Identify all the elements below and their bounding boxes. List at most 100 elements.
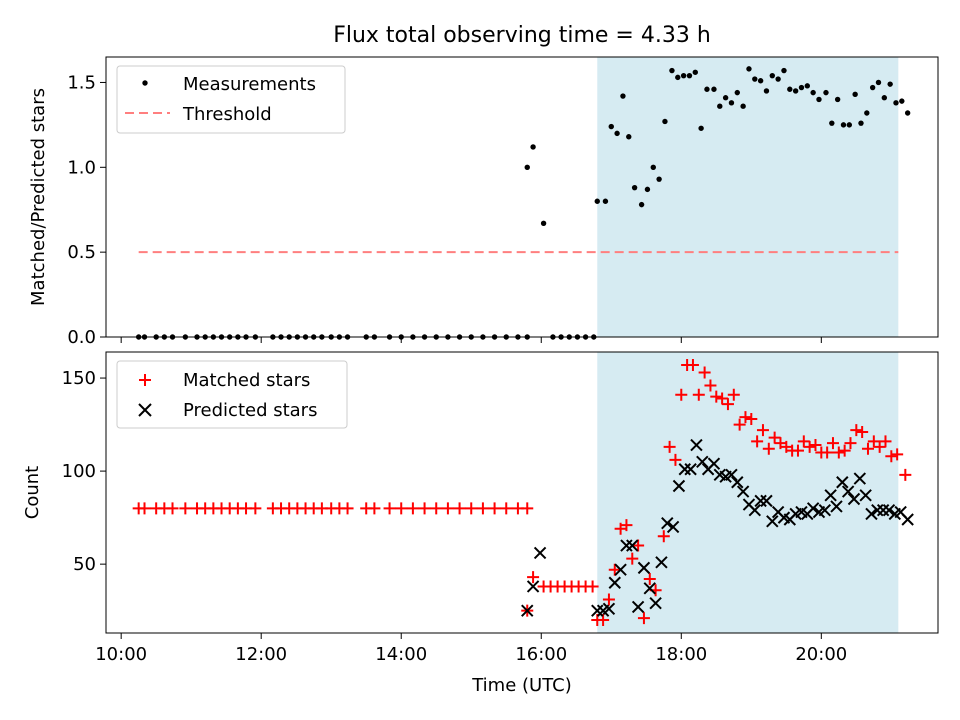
- matched-star-point: [602, 593, 615, 606]
- measurement-point: [840, 122, 847, 128]
- predicted-star-point: [818, 503, 832, 517]
- predicted-star-point: [631, 600, 645, 614]
- measurement-point: [662, 118, 668, 125]
- measurement-point: [781, 67, 787, 74]
- measurement-point: [722, 95, 729, 101]
- measurement-point: [602, 198, 609, 204]
- measurement-point: [680, 72, 687, 79]
- predicted-star-point: [614, 563, 627, 576]
- measurement-point: [675, 74, 681, 81]
- legend-measurements-label: Measurements: [183, 74, 316, 95]
- bottom-legend: Matched stars Predicted stars: [116, 360, 348, 429]
- measurement-point: [734, 89, 740, 96]
- predicted-star-point: [725, 468, 738, 482]
- x-tick-label: 18:00: [655, 644, 707, 665]
- predicted-star-point: [901, 513, 914, 526]
- matched-star-point: [453, 502, 466, 515]
- matched-star-point: [891, 448, 904, 461]
- measurement-point: [858, 120, 864, 126]
- matched-star-point: [768, 431, 781, 444]
- measurement-point: [852, 91, 858, 98]
- matched-star-point: [632, 539, 645, 552]
- matched-star-point: [138, 502, 151, 515]
- predicted-star-point: [754, 494, 767, 508]
- measurement-point: [893, 100, 899, 106]
- predicted-stars-points: [521, 438, 914, 617]
- measurement-point: [810, 89, 816, 96]
- matched-star-point: [686, 359, 699, 372]
- predicted-star-point: [876, 503, 890, 517]
- bottom-axes-frame: [105, 351, 939, 634]
- measurement-point: [864, 110, 870, 116]
- matched-star-point: [626, 552, 639, 565]
- matched-star-point: [791, 444, 804, 457]
- measurement-point: [669, 67, 675, 74]
- matched-star-point: [727, 388, 740, 401]
- predicted-star-point: [526, 580, 540, 593]
- predicted-star-point: [620, 539, 633, 552]
- measurement-point: [524, 164, 530, 171]
- matched-star-point: [383, 502, 396, 515]
- measurement-point: [650, 164, 656, 171]
- matched-star-point: [692, 388, 705, 401]
- matched-star-point: [721, 398, 734, 411]
- measurement-point: [769, 72, 776, 79]
- top-axes-frame: [105, 56, 939, 338]
- predicted-star-point: [655, 556, 668, 569]
- predicted-star-point: [521, 604, 534, 617]
- matched-star-point: [803, 440, 816, 453]
- predicted-star-point: [736, 485, 750, 498]
- matched-star-point: [406, 502, 419, 515]
- matched-star-point: [395, 502, 408, 515]
- predicted-star-point: [696, 455, 709, 469]
- matched-star-point: [832, 446, 845, 459]
- measurement-point: [686, 72, 693, 79]
- measurement-point: [638, 201, 645, 208]
- measurement-point: [763, 88, 770, 94]
- matched-star-point: [620, 519, 633, 532]
- matched-star-point: [675, 388, 688, 401]
- matched-star-point: [850, 424, 863, 437]
- matched-star-point: [710, 390, 723, 403]
- predicted-star-point: [847, 492, 861, 506]
- measurement-point: [875, 79, 882, 86]
- matched-star-point: [341, 502, 354, 515]
- predicted-star-point: [882, 503, 896, 517]
- matched-star-point: [586, 580, 599, 593]
- measurement-point: [740, 103, 746, 109]
- matched-star-point: [430, 502, 443, 515]
- matched-star-point: [704, 379, 717, 392]
- matched-star-point: [476, 502, 489, 515]
- measurement-point: [798, 84, 805, 91]
- top-y-tick-label: 0.0: [67, 327, 96, 348]
- predicted-star-point: [649, 597, 662, 610]
- top-legend: Measurements Threshold: [116, 65, 346, 134]
- predicted-star-point: [830, 500, 843, 513]
- matched-star-point: [762, 442, 775, 455]
- matched-star-point: [826, 437, 839, 450]
- matched-star-point: [856, 426, 869, 439]
- matched-star-point: [418, 502, 431, 515]
- measurement-point: [704, 86, 710, 92]
- predicted-star-point: [684, 463, 697, 476]
- top-y-axis-label: Matched/Predicted stars: [28, 88, 49, 306]
- matched-star-point: [821, 446, 834, 459]
- matched-star-point: [797, 435, 810, 448]
- matched-star-point: [179, 502, 192, 515]
- top-y-tick-label: 1.0: [67, 157, 96, 178]
- measurement-point: [620, 93, 626, 99]
- matched-star-point: [733, 418, 746, 431]
- measurement-point: [530, 144, 536, 150]
- chart-title: Flux total observing time = 4.33 h: [333, 23, 711, 48]
- measurement-point: [717, 103, 723, 109]
- measurement-point: [823, 89, 829, 96]
- predicted-star-point: [859, 489, 872, 502]
- matched-star-point: [885, 450, 898, 463]
- bottom-x-ticks: 10:00 12:00 14:00 16:00 18:00 20:00: [95, 633, 847, 665]
- matched-star-point: [739, 411, 752, 424]
- predicted-star-point: [533, 546, 547, 560]
- x-tick-label: 16:00: [515, 644, 567, 665]
- measurement-point: [644, 186, 651, 193]
- matched-star-point: [488, 502, 501, 515]
